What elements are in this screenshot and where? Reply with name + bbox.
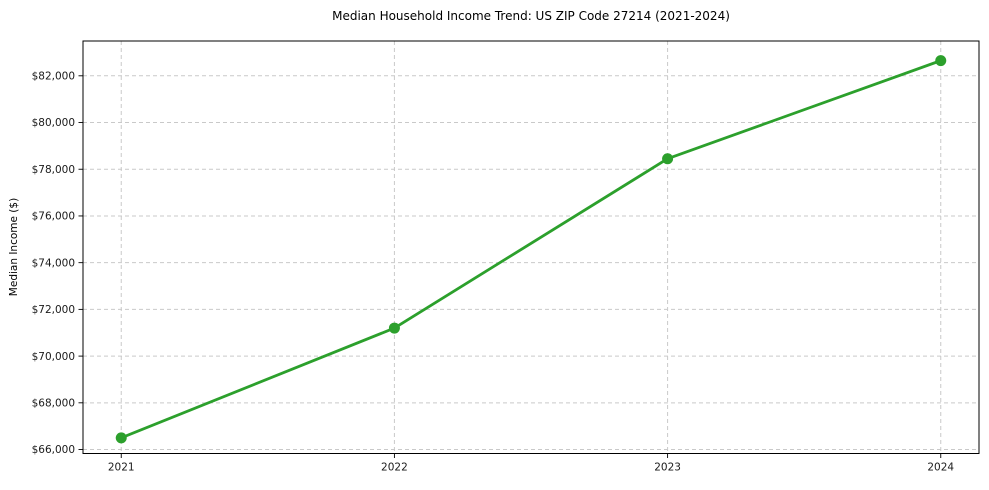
data-point-2024	[935, 55, 947, 67]
y-tick-label: $68,000	[32, 398, 75, 410]
x-tick-label: 2023	[654, 462, 681, 474]
axis-spine	[82, 40, 980, 454]
y-tick-label: $76,000	[32, 211, 75, 223]
y-tick-label: $70,000	[32, 351, 75, 363]
x-tick-label: 2021	[108, 462, 135, 474]
data-point-2021	[115, 432, 127, 444]
y-tick-label: $74,000	[32, 257, 75, 269]
y-tick-label: $66,000	[32, 444, 75, 456]
y-tick-label: $78,000	[32, 164, 75, 176]
y-tick-label: $72,000	[32, 304, 75, 316]
data-point-2023	[662, 153, 674, 165]
x-tick-label: 2024	[927, 462, 954, 474]
chart-title: Median Household Income Trend: US ZIP Co…	[332, 9, 730, 23]
trend-line	[119, 59, 943, 440]
y-tick-label: $82,000	[32, 71, 75, 83]
y-tick-label: $80,000	[32, 117, 75, 129]
data-point-2022	[388, 322, 400, 334]
x-tick-label: 2022	[381, 462, 408, 474]
